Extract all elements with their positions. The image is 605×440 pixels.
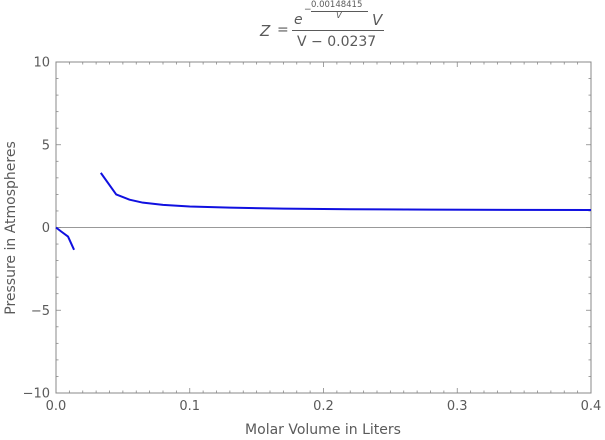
x-tick-label: 0.0	[46, 399, 67, 414]
labels-layer: 0.0 0.1 0.2 0.3 0.4 −10 −5 0 5 10	[23, 56, 602, 415]
x-tick-label: 0.2	[313, 399, 334, 414]
series-layer	[55, 172, 592, 251]
formula-exponent-sign: −	[304, 5, 312, 15]
x-tick-label: 0.4	[581, 399, 602, 414]
y-tick-label: 10	[33, 56, 50, 71]
series-line-segment-1	[99, 172, 592, 212]
formula-exponent-numerator: 0.00148415	[311, 0, 363, 10]
chart-title-formula: Z = e − 0.00148415 V V V − 0.0237	[252, 0, 392, 56]
y-tick-label: −5	[31, 304, 50, 319]
formula-base: e	[294, 12, 303, 28]
formula-numerator-var: V	[372, 11, 383, 29]
formula-fraction-bar	[292, 30, 384, 31]
y-tick-label: 5	[42, 138, 50, 153]
y-tick-label: −10	[23, 387, 50, 402]
x-tick-label: 0.3	[447, 399, 468, 414]
ticks-layer	[55, 61, 592, 394]
series-line-segment-0	[55, 226, 75, 251]
y-axis-label: Pressure in Atmospheres	[3, 141, 19, 315]
y-tick-label: 0	[42, 221, 50, 236]
x-axis-label: Molar Volume in Liters	[245, 422, 401, 438]
x-tick-label: 0.1	[179, 399, 200, 414]
formula-denominator: V − 0.0237	[297, 34, 377, 50]
formula-exponent-bar	[311, 11, 368, 12]
formula-equals: =	[277, 22, 289, 38]
formula-lhs: Z	[260, 22, 271, 40]
formula-exponent-denominator: V	[336, 11, 342, 21]
